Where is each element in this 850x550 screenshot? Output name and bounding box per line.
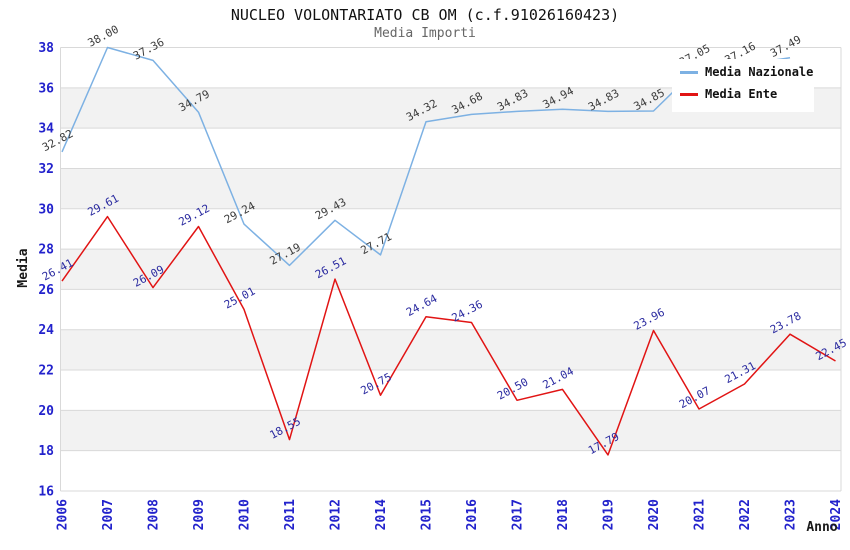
y-tick-label: 16 <box>38 485 54 500</box>
page-title: NUCLEO VOLONTARIATO CB OM (c.f.910261604… <box>230 6 620 24</box>
legend-label-media-nazionale: Media Nazionale <box>705 65 814 79</box>
media-nazionale-data-label: 38.00 <box>86 23 121 50</box>
chart-subtitle: Media Importi <box>374 26 476 41</box>
media-ente-line <box>61 215 836 456</box>
plot-band <box>60 329 841 371</box>
media-ente-data-label: 24.64 <box>404 292 440 319</box>
y-tick-label: 30 <box>38 202 54 217</box>
x-tick-label: 2007 <box>101 499 116 530</box>
x-tick-label: 2023 <box>784 499 799 530</box>
x-tick-label: 2012 <box>329 499 344 530</box>
media-ente-data-label: 24.36 <box>450 298 485 325</box>
media-nazionale-line <box>61 46 791 267</box>
y-tick-label: 26 <box>38 283 54 298</box>
media-ente-data-label: 20.75 <box>359 370 394 397</box>
y-tick-label: 32 <box>38 162 54 177</box>
x-tick-label: 2006 <box>56 499 71 530</box>
legend-item-media-nazionale: Media Nazionale <box>672 61 814 83</box>
y-axis-title: Media <box>16 248 31 287</box>
y-tick-label: 22 <box>38 364 54 379</box>
media-nazionale-data-label: 37.49 <box>768 33 803 60</box>
x-tick-label: 2010 <box>238 499 253 530</box>
y-tick-label: 34 <box>38 122 54 137</box>
x-tick-label: 2021 <box>693 499 708 530</box>
x-tick-label: 2017 <box>511 499 526 530</box>
media-ente-data-label: 20.07 <box>677 384 712 411</box>
legend-label-media-ente: Media Ente <box>705 87 778 101</box>
x-tick-label: 2018 <box>556 499 571 530</box>
y-tick-label: 20 <box>38 404 54 419</box>
y-tick-label: 38 <box>38 41 54 56</box>
media-ente-data-label: 23.96 <box>632 306 667 333</box>
x-tick-label: 2022 <box>738 499 753 530</box>
y-tick-label: 28 <box>38 243 54 258</box>
x-tick-label: 2014 <box>374 499 389 530</box>
x-tick-label: 2019 <box>602 499 617 530</box>
plot-band <box>60 249 841 290</box>
legend-item-media-ente: Media Ente <box>672 83 814 105</box>
media-ente-line-swatch <box>680 92 698 96</box>
x-tick-label: 2016 <box>465 499 480 530</box>
y-tick-label: 18 <box>38 444 54 459</box>
plot-band <box>60 410 841 451</box>
media-nazionale-line-swatch <box>680 70 698 74</box>
x-tick-label: 2009 <box>192 499 207 530</box>
x-tick-label: 2015 <box>420 499 435 530</box>
x-tick-label: 2024 <box>829 499 844 530</box>
x-tick-label: 2020 <box>647 499 662 530</box>
legend: Media Nazionale Media Ente <box>672 59 814 112</box>
x-tick-label: 2008 <box>147 499 162 530</box>
y-tick-label: 24 <box>38 323 54 338</box>
plot-band <box>60 168 841 209</box>
y-tick-label: 36 <box>38 81 54 96</box>
x-tick-label: 2011 <box>283 499 298 530</box>
x-axis-title: Anno <box>806 520 837 535</box>
